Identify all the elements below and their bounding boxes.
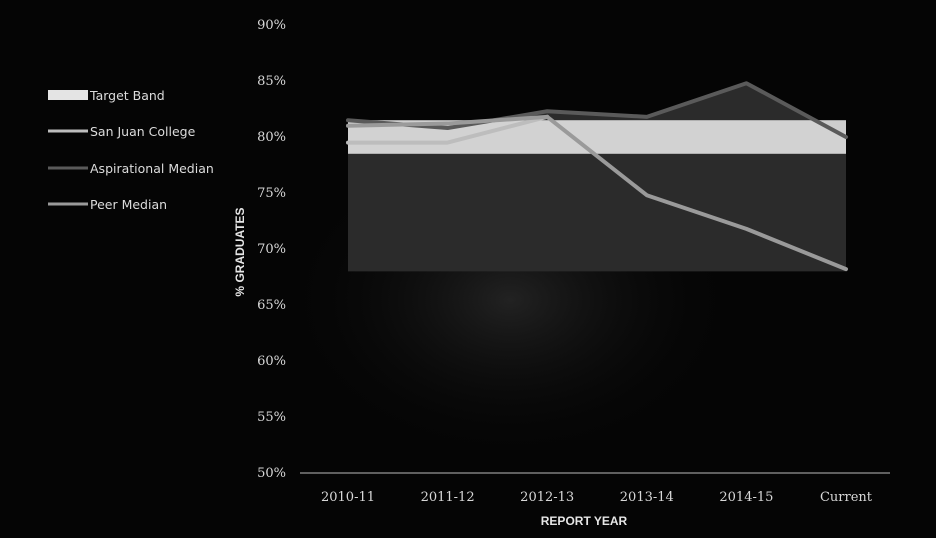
legend-item-san-juan-college: San Juan College [48, 124, 196, 139]
y-tick-label: 75% [257, 186, 286, 201]
y-axis-title: % GRADUATES [233, 207, 247, 296]
y-tick-label: 85% [257, 74, 286, 89]
legend: Target Band San Juan College Aspirationa… [48, 88, 214, 212]
y-tick-label: 55% [257, 410, 286, 425]
aspirational-median-line [346, 81, 848, 139]
x-tick-label: 2010-11 [321, 490, 375, 505]
x-tick-label: 2011-12 [421, 490, 475, 505]
x-tick-label: 2012-13 [520, 490, 574, 505]
y-tick-label: 60% [257, 354, 286, 369]
legend-item-target-band: Target Band [48, 88, 165, 103]
legend-label-peer-median: Peer Median [90, 197, 167, 212]
y-tick-label: 50% [257, 466, 286, 481]
y-tick-label: 70% [257, 242, 286, 257]
y-tick-label: 90% [257, 18, 286, 33]
x-tick-label: Current [820, 490, 873, 505]
x-tick-label: 2014-15 [719, 490, 773, 505]
legend-item-aspirational-median: Aspirational Median [48, 161, 214, 176]
peer-median-line [346, 114, 848, 272]
legend-swatch-target-band [48, 90, 88, 100]
legend-label-target-band: Target Band [89, 88, 165, 103]
y-tick-label: 80% [257, 130, 286, 145]
legend-label-san-juan-college: San Juan College [90, 124, 196, 139]
x-axis-title: REPORT YEAR [541, 514, 628, 528]
legend-item-peer-median: Peer Median [48, 197, 167, 212]
x-tick-label: 2013-14 [620, 490, 674, 505]
y-tick-label: 65% [257, 298, 286, 313]
aspirational-area [348, 83, 846, 272]
legend-label-aspirational-median: Aspirational Median [90, 161, 214, 176]
san-juan-college-line [346, 114, 550, 145]
